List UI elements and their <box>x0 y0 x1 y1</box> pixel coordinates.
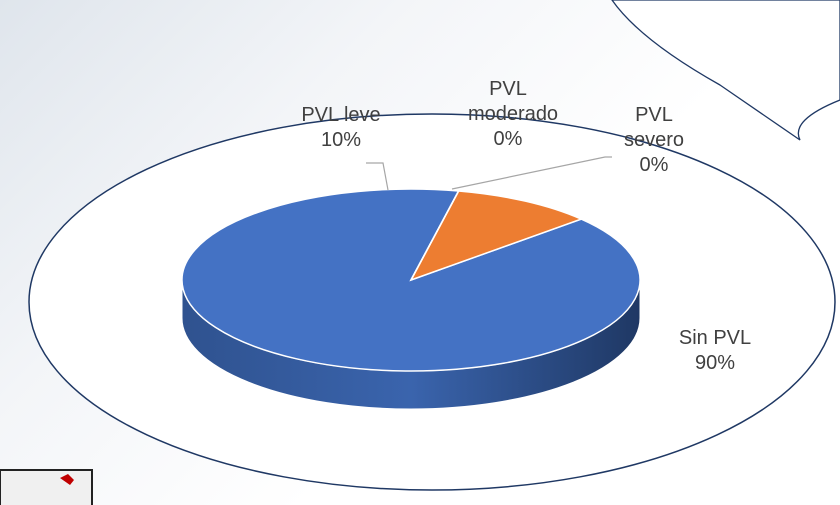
value-label: 0% <box>604 153 704 178</box>
category-label: PVL severo <box>614 103 694 153</box>
value-label: 10% <box>276 128 406 153</box>
pie <box>182 189 640 409</box>
category-label: Sin PVL <box>660 326 770 351</box>
logo-box <box>0 470 92 505</box>
category-label: PVL moderado <box>468 77 548 127</box>
value-label: 90% <box>660 351 770 376</box>
page: Sin PVL90%PVL leve10%PVL moderado0%PVL s… <box>0 0 840 505</box>
value-label: 0% <box>438 127 578 152</box>
chart <box>0 0 840 505</box>
category-label: PVL leve <box>276 103 406 128</box>
